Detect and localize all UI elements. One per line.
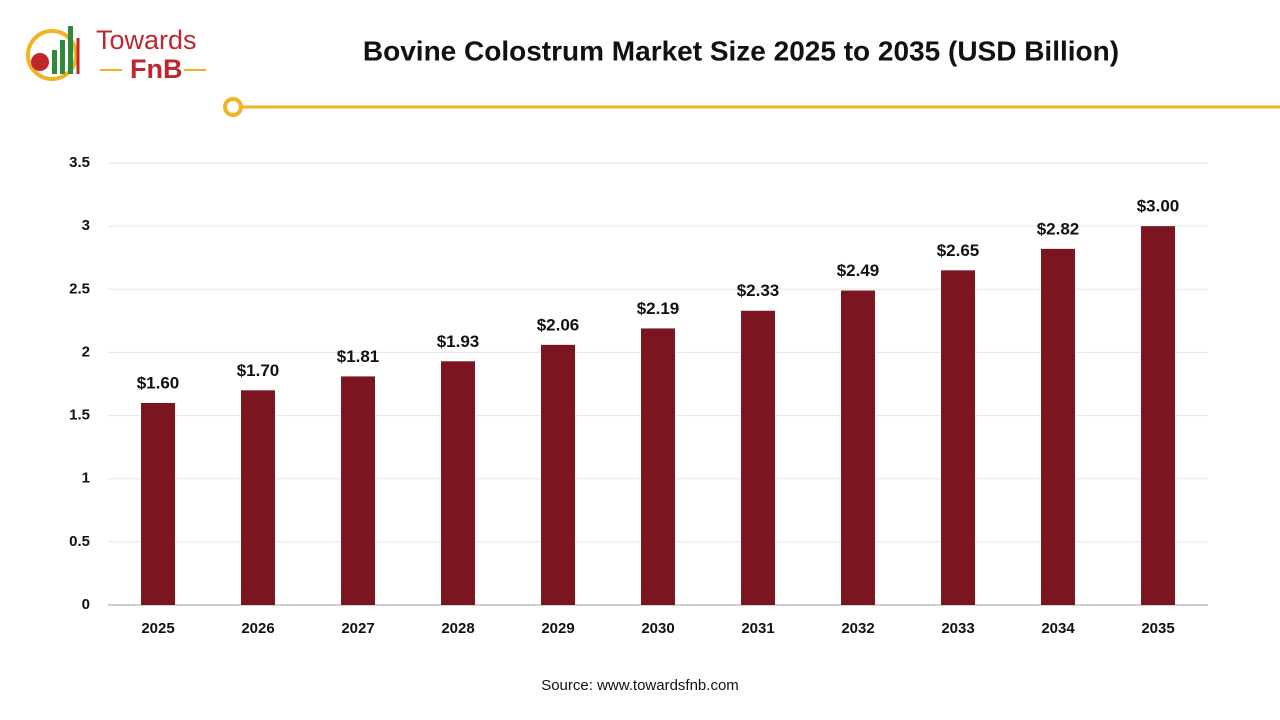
logo-apple	[31, 53, 49, 71]
bar	[541, 344, 575, 605]
logo-bar	[68, 26, 73, 74]
y-tick-label: 1	[82, 470, 90, 487]
bar	[1141, 226, 1175, 605]
value-label: $1.81	[337, 347, 380, 366]
logo: Towards FnB	[26, 25, 206, 84]
bar	[841, 290, 875, 605]
bar	[941, 270, 975, 605]
y-tick-label: 2	[82, 343, 90, 360]
value-label: $2.06	[537, 315, 580, 334]
bar	[641, 328, 675, 605]
x-tick-label: 2034	[1041, 620, 1075, 637]
logo-text: Towards	[96, 25, 197, 55]
bar	[141, 402, 175, 605]
value-label: $3.00	[1137, 197, 1180, 216]
y-tick-label: 3.5	[69, 154, 90, 171]
y-tick-label: 1.5	[69, 407, 90, 424]
chart-title: Bovine Colostrum Market Size 2025 to 203…	[363, 35, 1119, 66]
x-tick-label: 2030	[641, 620, 674, 637]
bar	[741, 310, 775, 605]
x-tick-label: 2031	[741, 620, 774, 637]
y-tick-label: 0	[82, 596, 90, 613]
value-label: $2.82	[1037, 219, 1080, 238]
value-label: $2.49	[837, 261, 880, 280]
value-label: $2.65	[937, 241, 980, 260]
value-label: $2.33	[737, 281, 780, 300]
logo-bar	[60, 40, 65, 74]
source-note: Source: www.towardsfnb.com	[541, 677, 739, 694]
bar	[341, 376, 375, 605]
value-label: $1.70	[237, 361, 280, 380]
x-tick-label: 2026	[241, 620, 274, 637]
y-tick-label: 2.5	[69, 280, 90, 297]
logo-ring	[26, 29, 78, 81]
x-tick-label: 2035	[1141, 620, 1174, 637]
title-rule-dot	[223, 97, 243, 117]
x-tick-label: 2025	[141, 620, 174, 637]
x-tick-label: 2027	[341, 620, 374, 637]
y-tick-label: 3	[82, 217, 90, 234]
x-tick-label: 2032	[841, 620, 874, 637]
value-label: $1.60	[137, 373, 180, 392]
logo-bar	[52, 50, 57, 74]
x-tick-label: 2033	[941, 620, 974, 637]
y-tick-label: 0.5	[69, 533, 90, 550]
value-label: $2.19	[637, 299, 680, 318]
value-label: $1.93	[437, 332, 480, 351]
bar	[441, 361, 475, 605]
x-tick-label: 2028	[441, 620, 474, 637]
x-tick-label: 2029	[541, 620, 574, 637]
bar	[241, 390, 275, 605]
bar	[1041, 248, 1075, 606]
logo-text: FnB	[130, 54, 182, 84]
